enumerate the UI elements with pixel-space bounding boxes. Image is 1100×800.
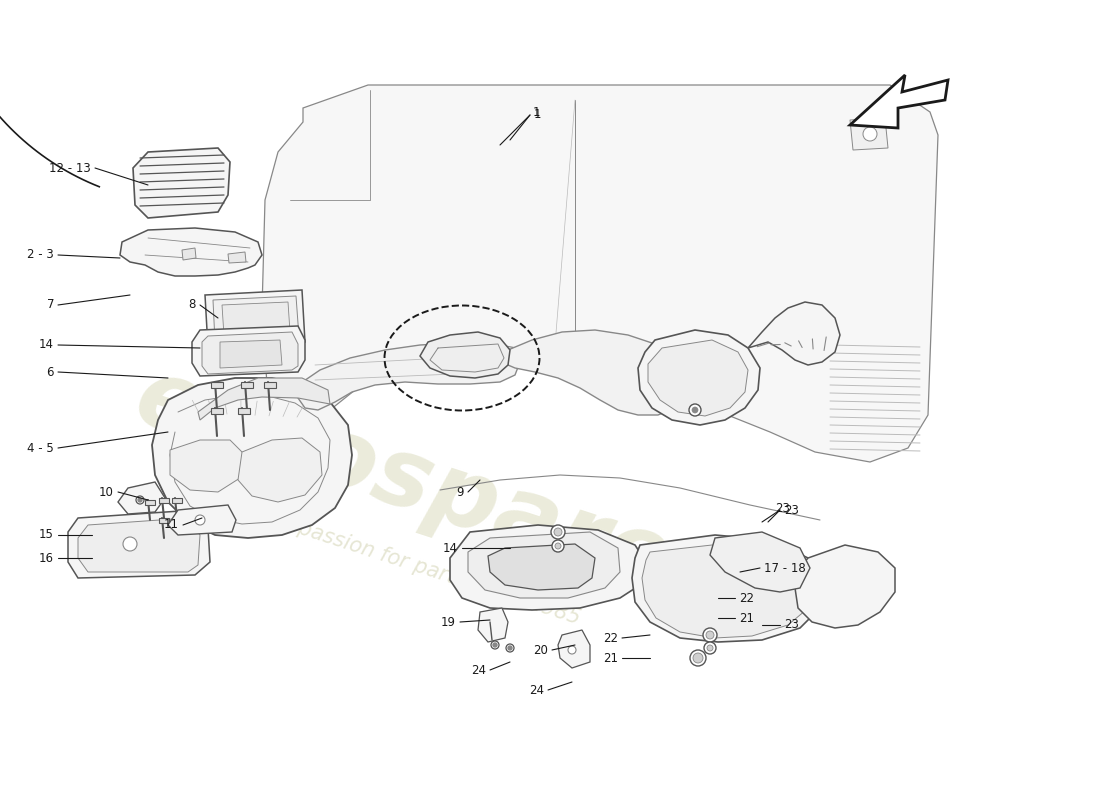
Text: 7: 7 [46, 298, 54, 311]
Polygon shape [213, 296, 299, 342]
Polygon shape [478, 608, 508, 642]
Polygon shape [795, 545, 895, 628]
Circle shape [864, 127, 877, 141]
Circle shape [689, 404, 701, 416]
Circle shape [552, 540, 564, 552]
Text: 4 - 5: 4 - 5 [28, 442, 54, 454]
Circle shape [123, 537, 138, 551]
Text: 12 - 13: 12 - 13 [50, 162, 91, 174]
Text: 10: 10 [99, 486, 114, 498]
Text: 15: 15 [40, 529, 54, 542]
Polygon shape [238, 438, 322, 502]
Circle shape [506, 644, 514, 652]
Polygon shape [648, 340, 748, 416]
Text: 23: 23 [784, 618, 799, 631]
Polygon shape [632, 535, 825, 642]
Polygon shape [182, 248, 196, 260]
Polygon shape [508, 330, 695, 415]
Polygon shape [172, 498, 182, 503]
Circle shape [693, 653, 703, 663]
Polygon shape [198, 378, 330, 420]
Polygon shape [145, 500, 155, 505]
Polygon shape [168, 505, 236, 535]
Circle shape [554, 528, 562, 536]
Circle shape [136, 496, 144, 504]
Circle shape [493, 643, 497, 647]
Text: 14: 14 [443, 542, 458, 554]
Polygon shape [211, 382, 223, 388]
Polygon shape [488, 544, 595, 590]
Polygon shape [850, 118, 888, 150]
Text: 23: 23 [784, 503, 799, 517]
Polygon shape [170, 440, 245, 492]
Circle shape [551, 525, 565, 539]
Polygon shape [120, 228, 262, 276]
Text: 21: 21 [603, 651, 618, 665]
Polygon shape [118, 482, 165, 514]
Circle shape [703, 628, 717, 642]
Text: 9: 9 [456, 486, 464, 498]
Text: 8: 8 [188, 298, 196, 311]
Polygon shape [202, 332, 298, 374]
Text: a passion for parts since 1985: a passion for parts since 1985 [277, 512, 583, 628]
Polygon shape [160, 498, 169, 503]
Text: 1: 1 [534, 109, 541, 122]
Polygon shape [638, 330, 760, 425]
Text: 11: 11 [164, 518, 179, 531]
Polygon shape [262, 85, 938, 462]
Text: 21: 21 [739, 611, 754, 625]
Polygon shape [78, 518, 200, 572]
Circle shape [508, 646, 512, 650]
Text: 14: 14 [39, 338, 54, 351]
Polygon shape [468, 532, 620, 598]
Text: eurospares: eurospares [123, 350, 737, 630]
Circle shape [195, 515, 205, 525]
Text: 16: 16 [39, 551, 54, 565]
Polygon shape [228, 252, 246, 263]
Text: 22: 22 [739, 591, 754, 605]
Circle shape [704, 642, 716, 654]
Circle shape [568, 646, 576, 654]
Circle shape [491, 641, 499, 649]
Text: 17 - 18: 17 - 18 [764, 562, 805, 574]
Circle shape [706, 631, 714, 639]
Polygon shape [241, 382, 253, 388]
Text: 2 - 3: 2 - 3 [28, 249, 54, 262]
Circle shape [707, 645, 713, 651]
Polygon shape [450, 525, 648, 610]
Polygon shape [220, 340, 282, 368]
Polygon shape [850, 75, 948, 128]
Polygon shape [211, 408, 223, 414]
Polygon shape [152, 378, 352, 538]
Polygon shape [642, 545, 812, 638]
Polygon shape [133, 148, 230, 218]
Polygon shape [222, 302, 290, 336]
Polygon shape [264, 382, 276, 388]
Text: 20: 20 [534, 643, 548, 657]
Text: 6: 6 [46, 366, 54, 378]
Text: 24: 24 [471, 663, 486, 677]
Text: 24: 24 [529, 683, 544, 697]
Polygon shape [420, 332, 510, 378]
Polygon shape [238, 408, 250, 414]
Circle shape [138, 498, 142, 502]
Polygon shape [710, 532, 810, 592]
Polygon shape [192, 326, 305, 376]
Polygon shape [205, 290, 305, 348]
Polygon shape [298, 343, 520, 410]
Circle shape [690, 650, 706, 666]
Polygon shape [558, 630, 590, 668]
Text: 23: 23 [776, 502, 790, 514]
Polygon shape [68, 510, 210, 578]
Text: 1: 1 [534, 106, 540, 119]
Polygon shape [748, 302, 840, 365]
Text: 19: 19 [441, 615, 456, 629]
Circle shape [692, 407, 698, 413]
Text: 22: 22 [603, 631, 618, 645]
Circle shape [556, 543, 561, 549]
Polygon shape [160, 518, 169, 523]
